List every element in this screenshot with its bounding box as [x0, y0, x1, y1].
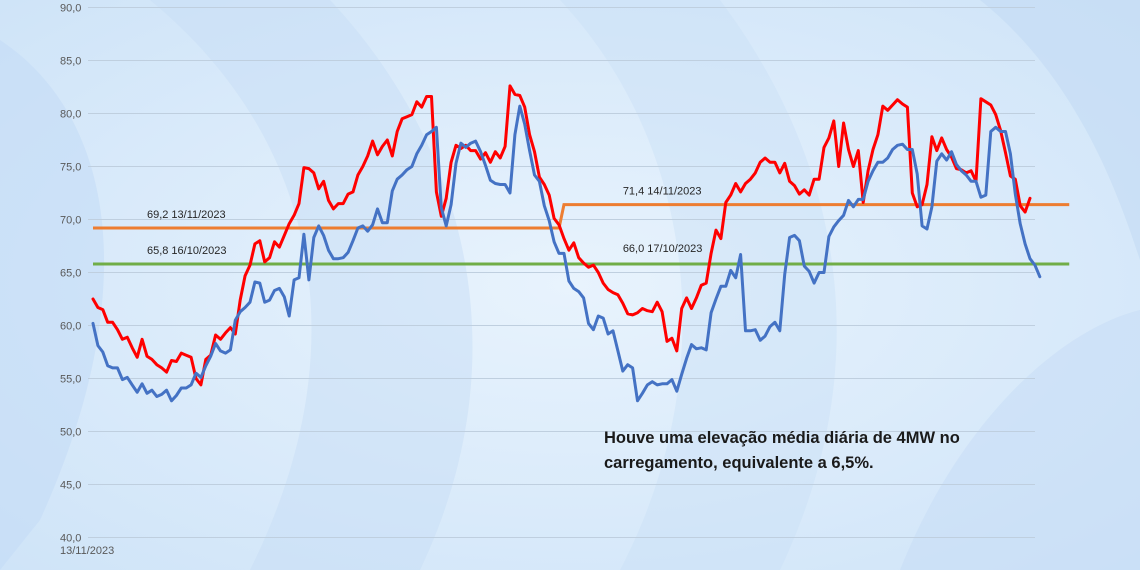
reference-label: 71,4 14/11/2023: [623, 186, 702, 198]
reference-lines: [93, 203, 1070, 266]
y-tick-label: 40,0: [60, 533, 81, 545]
y-tick-label: 55,0: [60, 374, 81, 386]
y-tick-label: 60,0: [60, 321, 81, 333]
series-line-red: [91, 84, 1032, 387]
summary-note-line-2: carregamento, equivalente a 6,5%.: [604, 454, 874, 472]
reference-label: 66,0 17/10/2023: [623, 243, 703, 255]
y-tick-label: 90,0: [60, 3, 81, 15]
x-tick-labels: 13/11/2023: [60, 545, 114, 557]
series-line-blue: [91, 104, 1042, 403]
x-tick-label: 13/11/2023: [60, 545, 114, 557]
y-tick-label: 45,0: [60, 480, 81, 492]
reference-label: 69,2 13/11/2023: [147, 209, 226, 221]
reference-annotations: 69,2 13/11/2023 65,8 16/10/2023 71,4 14/11…: [147, 186, 702, 257]
y-tick-label: 85,0: [60, 56, 81, 68]
y-tick-label: 50,0: [60, 427, 81, 439]
y-tick-label: 65,0: [60, 268, 81, 280]
y-tick-label: 75,0: [60, 162, 81, 174]
y-tick-label: 70,0: [60, 215, 81, 227]
reference-line-orange: [93, 203, 1070, 230]
reference-label: 65,8 16/10/2023: [147, 245, 227, 257]
series-lines: [91, 84, 1042, 403]
y-tick-label: 80,0: [60, 109, 81, 121]
y-tick-labels: 40,0 45,0 50,0 55,0 60,0 65,0 70,0 75,0 80,0 85,0…: [60, 3, 81, 545]
summary-note: Houve uma elevação média diária de 4MW n…: [604, 426, 1064, 476]
summary-note-line-1: Houve uma elevação média diária de 4MW n…: [604, 429, 960, 447]
y-gridlines: [88, 7, 1035, 538]
